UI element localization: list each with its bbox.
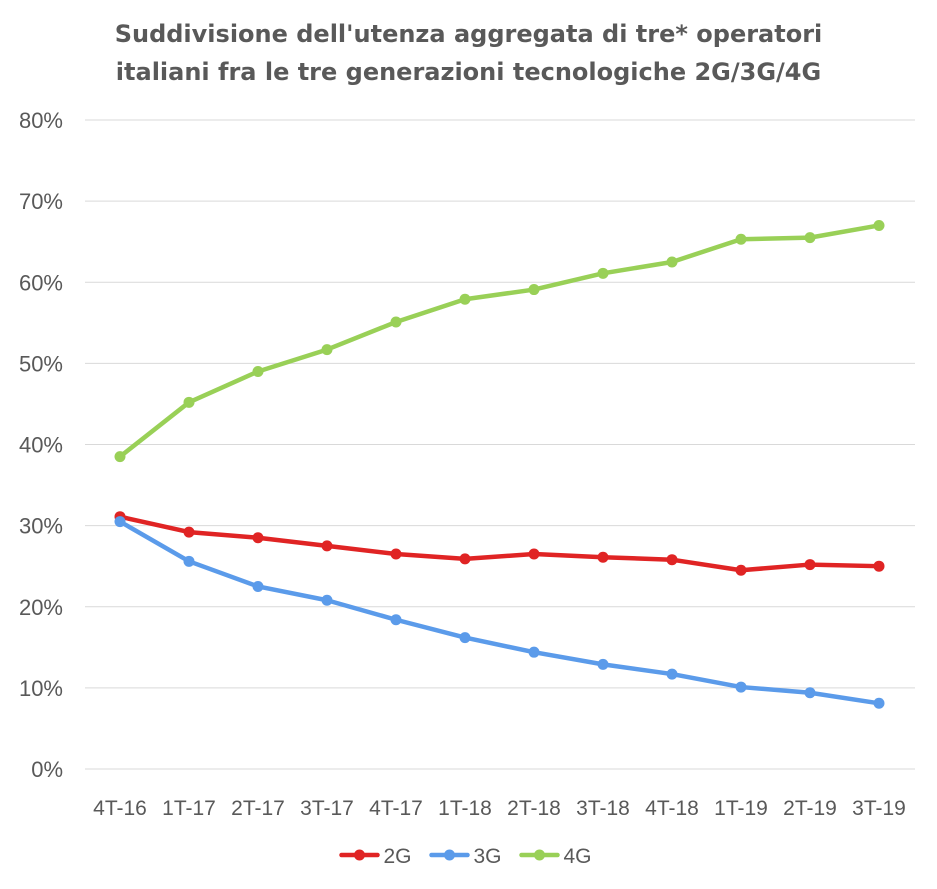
data-point-3G-1T-19 [735, 681, 747, 693]
chart-title-line-2: italiani fra le tre generazioni tecnolog… [115, 58, 822, 86]
chart-title-line-1: Suddivisione dell'utenza aggregata di tr… [114, 20, 823, 48]
data-point-2G-3T-17 [321, 540, 333, 552]
data-point-4G-4T-16 [114, 451, 126, 463]
y-tick-label: 50% [19, 351, 63, 376]
data-point-2G-4T-18 [666, 554, 678, 566]
x-tick-label: 1T-18 [438, 797, 492, 820]
data-point-3G-2T-17 [252, 580, 264, 592]
x-tick-label: 3T-19 [852, 797, 906, 820]
legend-marker-3G [444, 849, 455, 861]
data-point-2G-3T-18 [597, 551, 609, 563]
series-line-2G [117, 514, 882, 573]
data-point-3G-2T-19 [804, 687, 816, 699]
x-tick-label: 3T-18 [576, 797, 630, 820]
data-point-4G-3T-18 [597, 267, 609, 279]
data-point-2G-1T-18 [459, 553, 471, 565]
series-line-3G [117, 519, 882, 706]
data-point-4G-2T-19 [804, 232, 816, 244]
data-point-4G-4T-17 [390, 316, 402, 328]
data-point-3G-4T-18 [666, 668, 678, 680]
data-point-3G-4T-17 [390, 614, 402, 626]
legend-marker-4G [534, 849, 545, 861]
y-tick-label: 0% [31, 757, 63, 782]
legend-label-4G: 4G [564, 845, 592, 868]
legend-label-2G: 2G [384, 845, 412, 868]
data-point-4G-2T-17 [252, 365, 264, 377]
x-tick-label: 2T-17 [231, 797, 285, 820]
x-tick-label: 4T-16 [93, 797, 147, 820]
data-point-4G-4T-18 [666, 256, 678, 268]
x-tick-label: 3T-17 [300, 797, 354, 820]
data-point-3G-3T-19 [873, 697, 885, 709]
data-point-3G-3T-18 [597, 658, 609, 670]
data-point-4G-1T-18 [459, 293, 471, 305]
data-point-3G-2T-18 [528, 646, 540, 658]
y-tick-label: 60% [19, 270, 63, 295]
data-point-4G-2T-18 [528, 284, 540, 296]
data-point-2G-2T-18 [528, 548, 540, 560]
data-point-2G-1T-19 [735, 564, 747, 576]
series-line-4G [117, 223, 882, 459]
data-point-2G-3T-19 [873, 560, 885, 572]
x-tick-label: 2T-18 [507, 797, 561, 820]
y-tick-label: 70% [19, 189, 63, 214]
data-point-3G-4T-16 [114, 516, 126, 528]
y-tick-label: 30% [19, 514, 63, 539]
data-point-3G-1T-18 [459, 632, 471, 644]
data-point-4G-3T-19 [873, 219, 885, 231]
data-point-2G-1T-17 [183, 526, 195, 538]
x-tick-label: 4T-18 [645, 797, 699, 820]
x-tick-label: 1T-17 [162, 797, 216, 820]
data-point-2G-2T-17 [252, 532, 264, 544]
y-tick-label: 20% [19, 595, 63, 620]
data-point-4G-1T-19 [735, 233, 747, 245]
x-tick-label: 2T-19 [783, 797, 837, 820]
x-tick-label: 4T-17 [369, 797, 423, 820]
legend-marker-2G [354, 849, 365, 861]
data-point-2G-4T-17 [390, 548, 402, 560]
data-point-3G-1T-17 [183, 555, 195, 567]
legend-label-3G: 3G [474, 845, 502, 868]
data-point-2G-2T-19 [804, 559, 816, 571]
data-point-4G-1T-17 [183, 396, 195, 408]
data-point-3G-3T-17 [321, 594, 333, 606]
y-tick-label: 40% [19, 433, 63, 458]
x-tick-label: 1T-19 [714, 797, 768, 820]
y-tick-label: 80% [19, 108, 63, 133]
y-tick-label: 10% [19, 676, 63, 701]
data-point-4G-3T-17 [321, 344, 333, 356]
